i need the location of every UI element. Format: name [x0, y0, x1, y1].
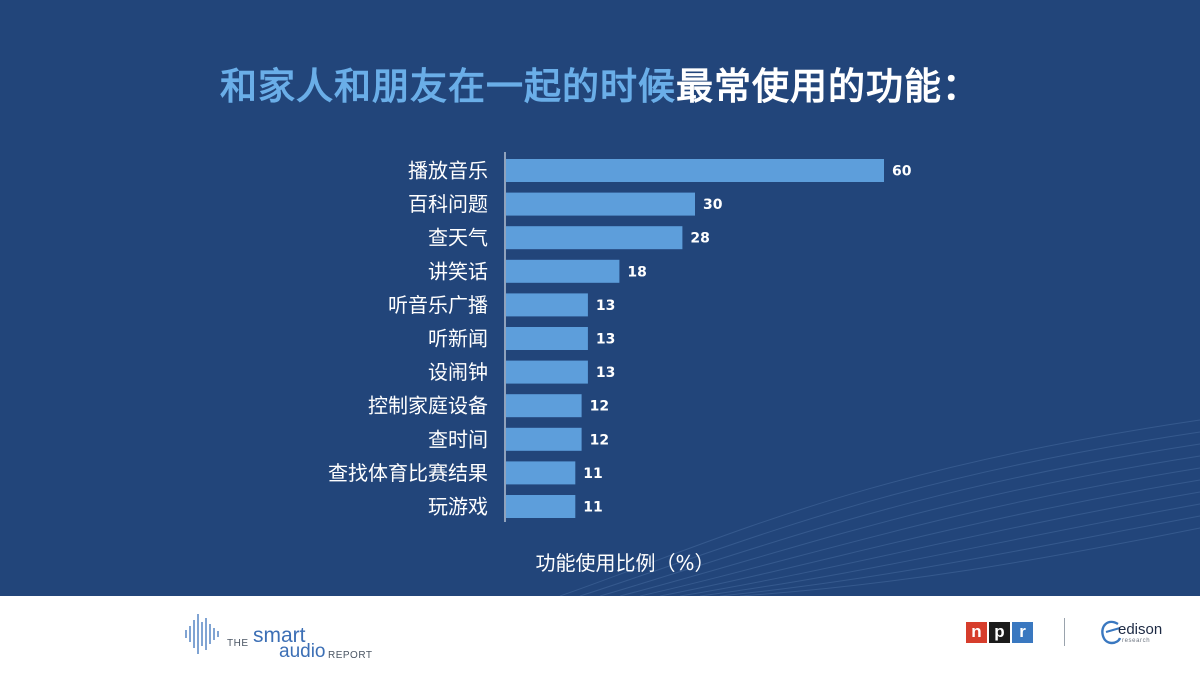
audio-wave-icon — [185, 614, 219, 654]
bar — [506, 159, 884, 182]
chart-title: 和家人和朋友在一起的时候最常使用的功能： — [0, 56, 1200, 110]
data-label: 13 — [596, 332, 615, 348]
data-label: 11 — [583, 500, 602, 516]
bar — [506, 259, 620, 283]
category-label: 播放音乐 — [408, 159, 488, 183]
edison-sub: research — [1122, 638, 1151, 644]
title-rest: 最常使用的功能： — [676, 65, 980, 108]
bar-chart: 播放音乐 60 百科问题 30 查天气 28 讲笑话 18 听音乐广播 13 听新闻 13 设闹钟 13 控… — [328, 152, 912, 575]
category-label: 查找体育比赛结果 — [328, 461, 488, 485]
data-label: 13 — [596, 365, 615, 381]
logo-divider — [1064, 618, 1065, 646]
logo-the-text: THE — [227, 638, 249, 649]
data-label: 28 — [690, 231, 709, 247]
bar — [506, 327, 588, 350]
data-label: 11 — [583, 466, 602, 482]
data-label: 12 — [590, 399, 609, 415]
bar — [506, 461, 576, 485]
x-axis-label: 功能使用比例（%） — [535, 551, 714, 575]
edison-swirl-icon — [1101, 620, 1122, 645]
data-label: 60 — [892, 164, 912, 180]
category-label: 讲笑话 — [428, 259, 488, 283]
title-highlight: 和家人和朋友在一起的时候 — [220, 65, 676, 108]
npr-n: n — [966, 622, 987, 643]
npr-p: p — [989, 622, 1010, 643]
data-label: 30 — [703, 197, 723, 213]
category-label: 控制家庭设备 — [368, 394, 488, 418]
logo-audio-text: audio — [279, 641, 326, 662]
logo-smart-text: smart — [253, 624, 306, 647]
bar — [506, 394, 582, 418]
bar — [506, 293, 588, 317]
data-label: 13 — [596, 298, 615, 314]
category-label: 设闹钟 — [428, 360, 488, 384]
bar — [506, 495, 576, 518]
edison-research-logo: edison research — [1098, 616, 1178, 652]
npr-r: r — [1012, 622, 1033, 643]
category-label: 百科问题 — [408, 192, 488, 216]
decorative-wave-lines — [559, 419, 1200, 596]
category-label: 听音乐广播 — [388, 293, 488, 317]
category-label: 查天气 — [428, 226, 488, 250]
data-label: 18 — [627, 264, 646, 280]
category-label: 听新闻 — [428, 327, 488, 351]
bar — [506, 360, 588, 384]
data-label: 12 — [590, 432, 609, 448]
bar — [506, 427, 582, 451]
bar — [506, 192, 695, 216]
bar — [506, 226, 683, 250]
smart-audio-report-logo: THE smart audio REPORT — [184, 610, 394, 662]
category-label: 玩游戏 — [428, 495, 488, 519]
npr-logo: n p r — [966, 622, 1033, 643]
edison-name: edison — [1118, 621, 1163, 638]
logo-report-text: REPORT — [328, 650, 373, 661]
category-label: 查时间 — [428, 427, 488, 451]
slide-background: 和家人和朋友在一起的时候最常使用的功能： 播放音乐 60 百科问题 30 查天气 28 讲笑… — [0, 0, 1200, 596]
footer: THE smart audio REPORT n p r edison rese… — [0, 596, 1200, 673]
